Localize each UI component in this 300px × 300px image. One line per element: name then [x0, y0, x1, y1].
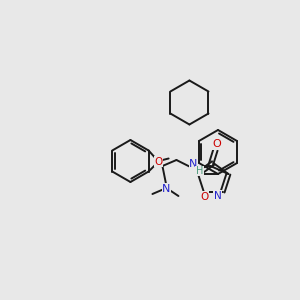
Text: N: N [162, 184, 171, 194]
Text: O: O [154, 157, 163, 166]
Text: N: N [189, 159, 198, 169]
Text: O: O [212, 139, 221, 149]
Text: H: H [196, 166, 203, 176]
Text: N: N [214, 191, 221, 201]
Text: O: O [201, 192, 209, 202]
